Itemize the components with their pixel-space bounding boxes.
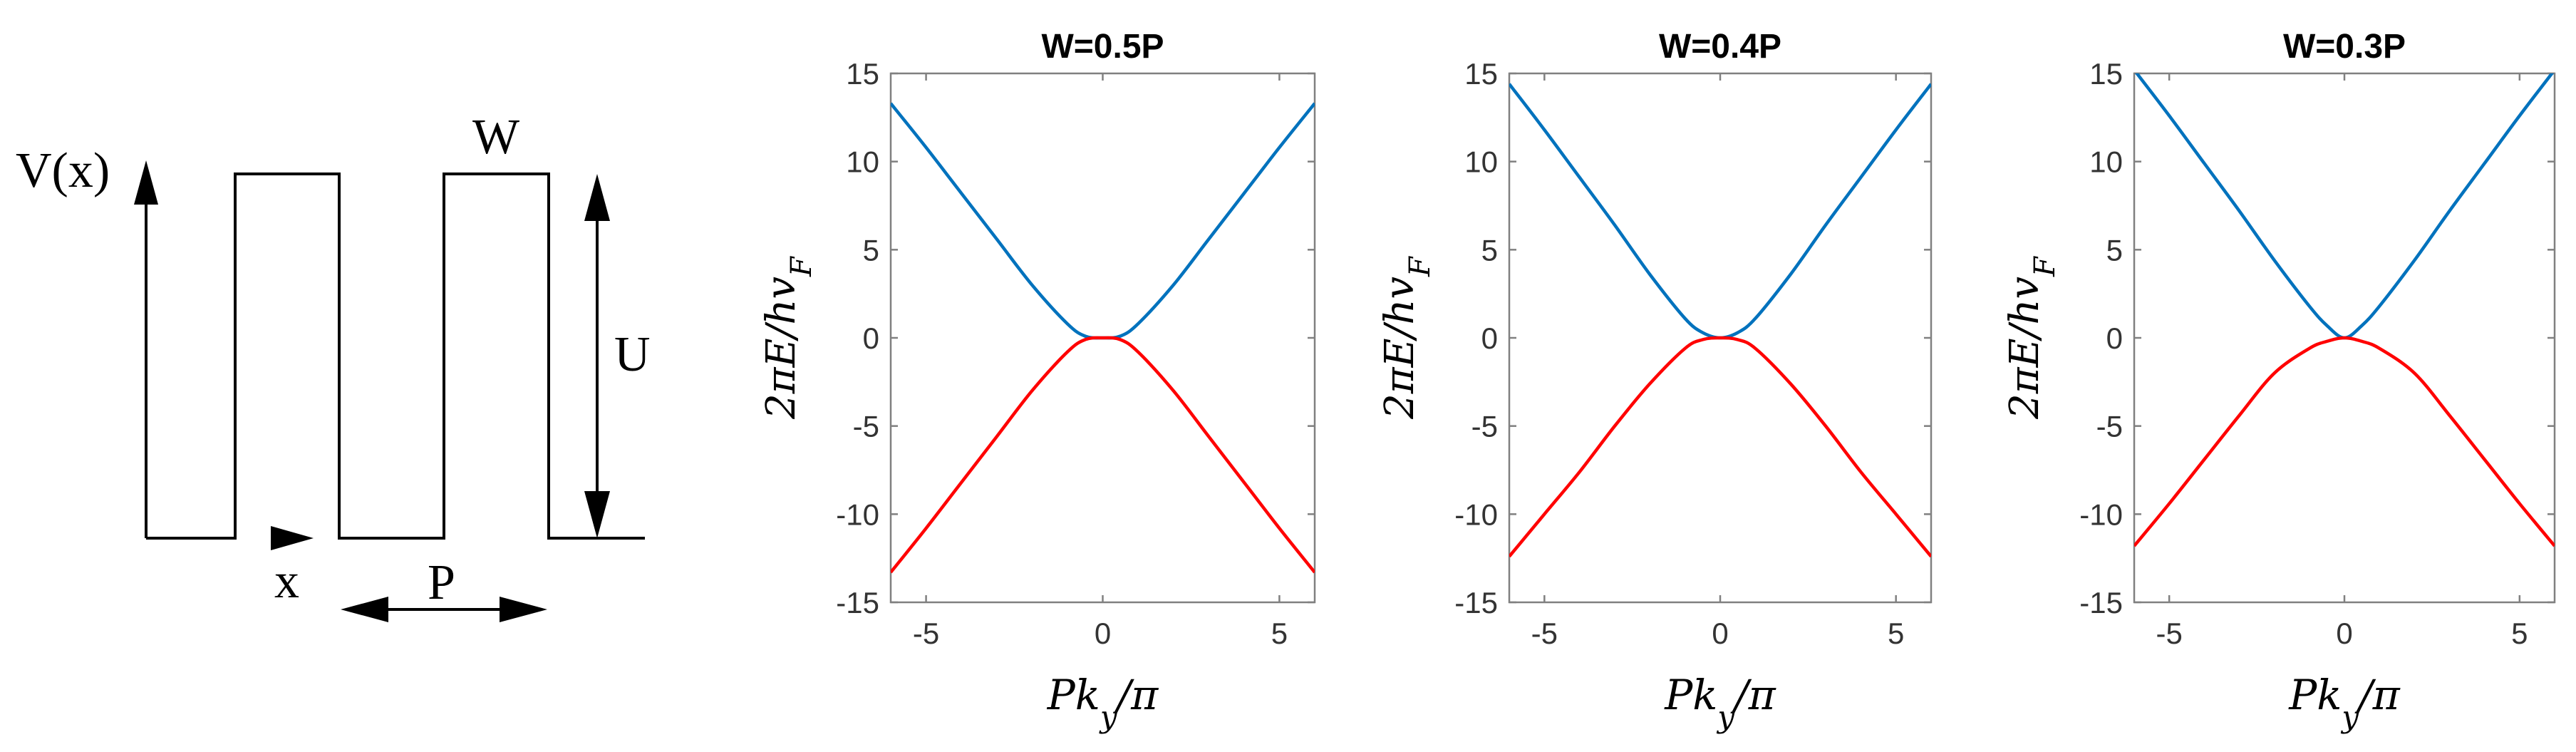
p-arrow-left-head — [341, 597, 388, 622]
y-tick-label: 0 — [863, 321, 879, 355]
potential-profile — [146, 172, 645, 540]
y-axis-label: 2πE/hvF — [1377, 256, 1437, 420]
y-axis-label: 2πE/hvF — [758, 256, 818, 420]
valence-band-line-w03 — [2134, 336, 2555, 547]
x-tick-label: -5 — [1531, 617, 1558, 650]
y-tick-label: 5 — [1481, 233, 1498, 267]
chart-panel-w04: 15 10 5 0 -5 -10 -15 -5 0 5 W=0.4P Pky/π 2πE/hvF — [1377, 28, 1933, 734]
y-tick-label: 15 — [846, 57, 879, 91]
x-tick-label: 0 — [1095, 617, 1111, 650]
valence-band-line-w04 — [1509, 336, 1931, 558]
y-tick-label: -10 — [2079, 498, 2123, 531]
p-label: P — [428, 555, 455, 610]
potential-diagram — [134, 160, 645, 622]
v-axis-arrowhead — [134, 160, 158, 205]
y-tick-label: -5 — [1471, 410, 1498, 443]
y-tick-label: -10 — [836, 498, 879, 531]
chart-panel-w03: 15 10 5 0 -5 -10 -15 -5 0 5 W=0.3P Pky/π 2πE/hvF — [2002, 28, 2556, 734]
x-tick-label: -5 — [913, 617, 939, 650]
y-tick-label: 10 — [2089, 145, 2123, 179]
x-tick-label: 5 — [2511, 617, 2528, 650]
x-tick-label: 5 — [1271, 617, 1288, 650]
x-tick-label: 5 — [1888, 617, 1904, 650]
u-arrow-top-head — [584, 174, 610, 221]
x-axis-arrowhead — [271, 526, 314, 550]
y-tick-label: -15 — [2079, 586, 2123, 619]
w-label: W — [472, 110, 519, 165]
v-label: V(x) — [16, 143, 110, 198]
y-tick-label: 15 — [2089, 57, 2123, 91]
x-label: x — [274, 554, 299, 609]
y-tick-label: 5 — [2106, 233, 2123, 267]
chart-title-w05: W=0.5P — [1041, 28, 1164, 66]
y-tick-label: 10 — [1464, 145, 1498, 179]
y-tick-label: -15 — [836, 586, 879, 619]
y-tick-label: 0 — [2106, 321, 2123, 355]
x-axis-label: Pky/π — [1047, 671, 1159, 734]
x-axis-label: Pky/π — [2288, 671, 2400, 734]
p-arrow-right-head — [500, 597, 547, 622]
u-arrow-bottom-head — [584, 491, 610, 538]
chart-title-w04: W=0.4P — [1659, 28, 1781, 66]
u-label: U — [614, 327, 651, 382]
x-tick-label: 0 — [1712, 617, 1728, 650]
y-tick-label: 5 — [863, 233, 879, 267]
y-tick-label: -5 — [853, 410, 879, 443]
chart-panel-w05: 15 10 5 0 -5 -10 -15 -5 0 5 W=0.5P Pky/π 2πE/hvF — [758, 28, 1316, 734]
y-tick-label: 10 — [846, 145, 879, 179]
chart-title-w03: W=0.3P — [2283, 28, 2406, 66]
y-tick-label: 0 — [1481, 321, 1498, 355]
y-axis-label: 2πE/hvF — [2002, 256, 2062, 420]
valence-band-line-w05 — [891, 336, 1315, 574]
x-tick-label: -5 — [2156, 617, 2182, 650]
y-tick-label: -10 — [1454, 498, 1498, 531]
y-tick-label: -15 — [1454, 586, 1498, 619]
x-axis-label: Pky/π — [1664, 671, 1776, 734]
y-tick-label: 15 — [1464, 57, 1498, 91]
y-tick-label: -5 — [2096, 410, 2123, 443]
x-tick-label: 0 — [2336, 617, 2352, 650]
